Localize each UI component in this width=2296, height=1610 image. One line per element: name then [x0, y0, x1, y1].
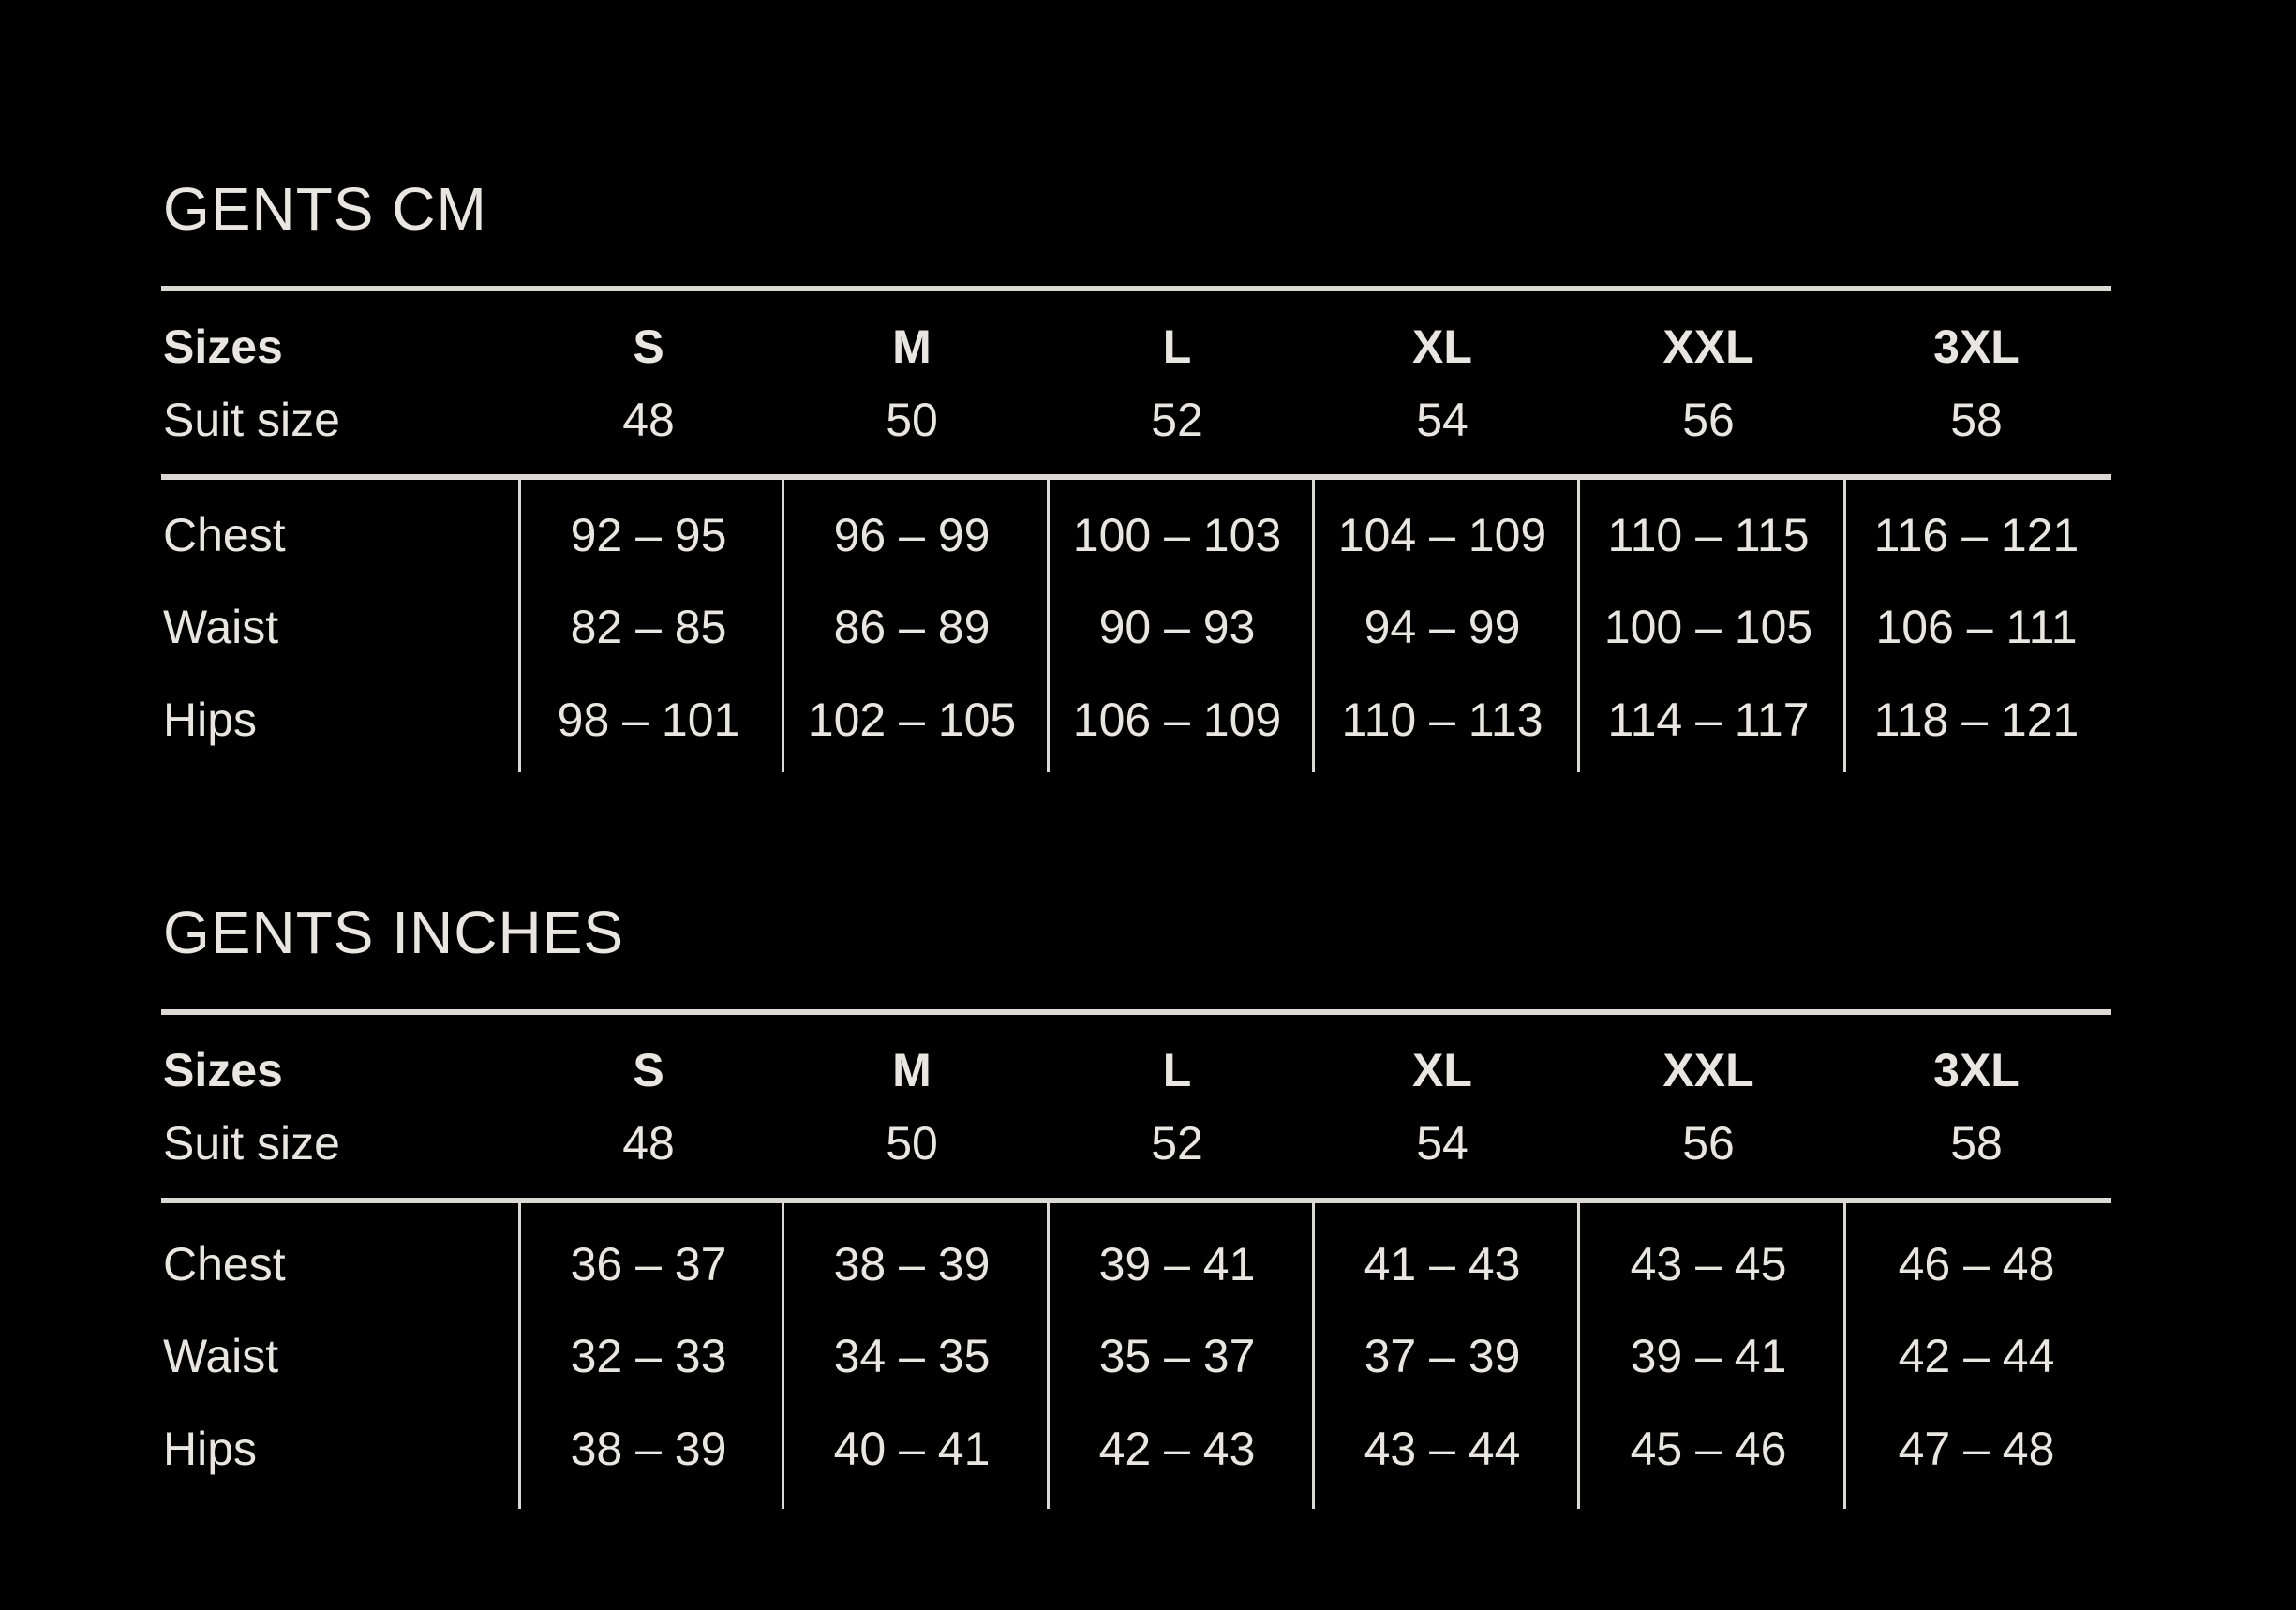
suit-size-0: 48 [622, 394, 675, 446]
table-cell: 102 – 105 [807, 693, 1017, 746]
column-divider [1577, 1200, 1580, 1509]
table-cell: 86 – 89 [833, 601, 991, 653]
table-cell: 100 – 103 [1072, 509, 1282, 561]
table-cell: 35 – 37 [1098, 1330, 1256, 1382]
suit-size-2: 52 [1151, 1117, 1203, 1170]
suit-size-5: 58 [1950, 394, 2003, 446]
table-cell: 38 – 39 [833, 1238, 991, 1290]
table-cell: 98 – 101 [557, 693, 740, 746]
size-header-4: XXL [1662, 321, 1754, 373]
size-header-1: M [892, 1044, 932, 1096]
suit-size-label: Suit size [163, 1117, 340, 1170]
table-cell: 43 – 45 [1630, 1238, 1787, 1290]
table-cell: 94 – 99 [1364, 601, 1521, 653]
table-title: GENTS CM [163, 175, 487, 243]
row-label-chest: Chest [163, 1238, 286, 1290]
table-cell: 40 – 41 [833, 1423, 991, 1475]
table-cell: 42 – 43 [1098, 1423, 1256, 1475]
table-cell: 45 – 46 [1630, 1423, 1787, 1475]
suit-size-1: 50 [886, 394, 938, 446]
table-cell: 39 – 41 [1630, 1330, 1787, 1382]
table-cell: 100 – 105 [1603, 601, 1813, 653]
table-cell: 34 – 35 [833, 1330, 991, 1382]
sizes-label: Sizes [163, 321, 283, 373]
table-cell: 36 – 37 [570, 1238, 727, 1290]
size-header-2: L [1162, 1044, 1192, 1096]
table-cell: 46 – 48 [1898, 1238, 2055, 1290]
table-cell: 110 – 115 [1607, 509, 1810, 561]
sizes-label: Sizes [163, 1044, 283, 1096]
size-header-0: S [633, 321, 664, 373]
suit-size-1: 50 [886, 1117, 938, 1170]
suit-size-label: Suit size [163, 394, 340, 446]
row-label-hips: Hips [163, 1423, 258, 1475]
column-divider [1047, 476, 1050, 772]
table-cell: 39 – 41 [1098, 1238, 1256, 1290]
table-cell: 32 – 33 [570, 1330, 727, 1382]
size-header-0: S [633, 1044, 664, 1096]
table-cell: 42 – 44 [1898, 1330, 2055, 1382]
top-rule [161, 1009, 2111, 1015]
table-cell: 90 – 93 [1098, 601, 1256, 653]
column-divider [518, 476, 521, 772]
header-rule [161, 474, 2111, 480]
suit-size-4: 56 [1682, 1117, 1735, 1170]
suit-size-4: 56 [1682, 394, 1735, 446]
column-divider [1577, 476, 1580, 772]
suit-size-2: 52 [1151, 394, 1203, 446]
column-divider [1843, 1200, 1846, 1509]
column-divider [1843, 476, 1846, 772]
suit-size-5: 58 [1950, 1117, 2003, 1170]
row-label-chest: Chest [163, 509, 286, 561]
size-header-5: 3XL [1933, 1044, 2020, 1096]
table-cell: 106 – 111 [1875, 601, 2078, 653]
suit-size-3: 54 [1416, 1117, 1469, 1170]
table-cell: 92 – 95 [570, 509, 727, 561]
gents-cm-table: GENTS CM Sizes Suit size S M L XL XXL 3XL 48 50 52 5… [161, 175, 2111, 795]
table-cell: 82 – 85 [570, 601, 727, 653]
table-cell: 118 – 121 [1873, 693, 2080, 746]
column-divider [1312, 1200, 1315, 1509]
table-cell: 114 – 117 [1607, 693, 1810, 746]
header-rule [161, 1198, 2111, 1203]
suit-size-3: 54 [1416, 394, 1469, 446]
size-header-1: M [892, 321, 932, 373]
row-label-hips: Hips [163, 693, 258, 746]
row-label-waist: Waist [163, 601, 279, 653]
table-title: GENTS INCHES [163, 899, 625, 966]
suit-size-0: 48 [622, 1117, 675, 1170]
table-cell: 37 – 39 [1364, 1330, 1521, 1382]
size-header-3: XL [1412, 1044, 1472, 1096]
table-cell: 47 – 48 [1898, 1423, 2055, 1475]
size-header-4: XXL [1662, 1044, 1754, 1096]
table-cell: 104 – 109 [1337, 509, 1547, 561]
size-header-3: XL [1412, 321, 1472, 373]
size-header-2: L [1162, 321, 1192, 373]
size-header-5: 3XL [1933, 321, 2020, 373]
gents-inches-table: GENTS INCHES Sizes Suit size S M L XL XXL 3XL 48 5… [161, 899, 2111, 1518]
row-label-waist: Waist [163, 1330, 279, 1382]
table-cell: 43 – 44 [1364, 1423, 1521, 1475]
table-cell: 41 – 43 [1364, 1238, 1521, 1290]
table-cell: 106 – 109 [1072, 693, 1282, 746]
column-divider [782, 476, 784, 772]
column-divider [518, 1200, 521, 1509]
table-cell: 96 – 99 [833, 509, 991, 561]
table-cell: 110 – 113 [1341, 693, 1543, 746]
table-cell: 116 – 121 [1873, 509, 2080, 561]
column-divider [1312, 476, 1315, 772]
table-cell: 38 – 39 [570, 1423, 727, 1475]
top-rule [161, 286, 2111, 291]
column-divider [782, 1200, 784, 1509]
column-divider [1047, 1200, 1050, 1509]
